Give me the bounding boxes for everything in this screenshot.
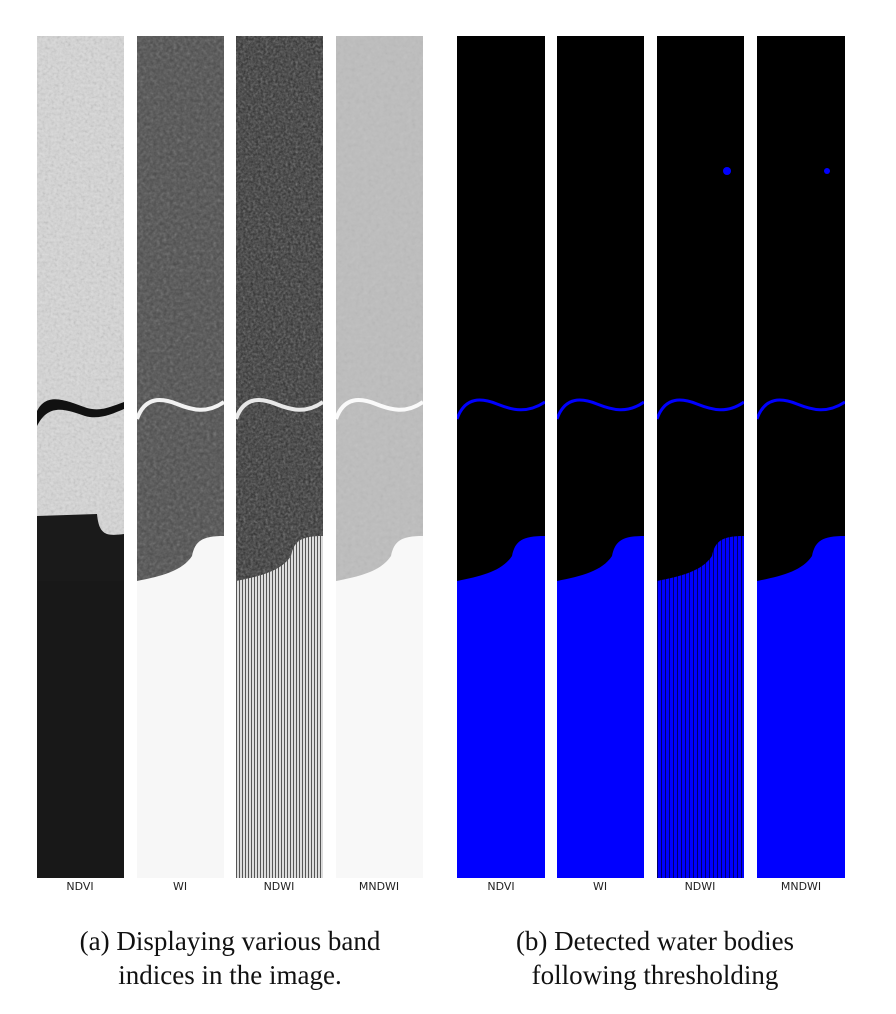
panel-a-ndvi <box>37 36 124 878</box>
subfigure-a-caption: (a) Displaying various band indices in t… <box>79 926 381 990</box>
panel-b-wi <box>557 36 644 878</box>
panel-a-wi <box>137 36 224 878</box>
panel-a-mndwi <box>336 36 423 878</box>
panel-a-wi-label: WI <box>172 880 188 893</box>
panel-a-ndwi <box>236 36 323 878</box>
panel-b-wi-label: WI <box>592 880 608 893</box>
panel-a-mndwi-label: MNDWI <box>358 880 400 893</box>
panel-a-ndvi-label: NDVI <box>66 880 94 893</box>
panel-b-mndwi-label: MNDWI <box>780 880 822 893</box>
panel-b-mndwi <box>757 36 845 878</box>
panel-b-ndvi <box>457 36 545 878</box>
panel-a-ndwi-label: NDWI <box>263 880 295 893</box>
panel-b-ndvi-label: NDVI <box>487 880 515 893</box>
panel-b-ndwi-label: NDWI <box>684 880 716 893</box>
subfigure-b-caption: (b) Detected water bodies following thre… <box>515 926 795 990</box>
panel-b-ndwi <box>657 36 744 878</box>
